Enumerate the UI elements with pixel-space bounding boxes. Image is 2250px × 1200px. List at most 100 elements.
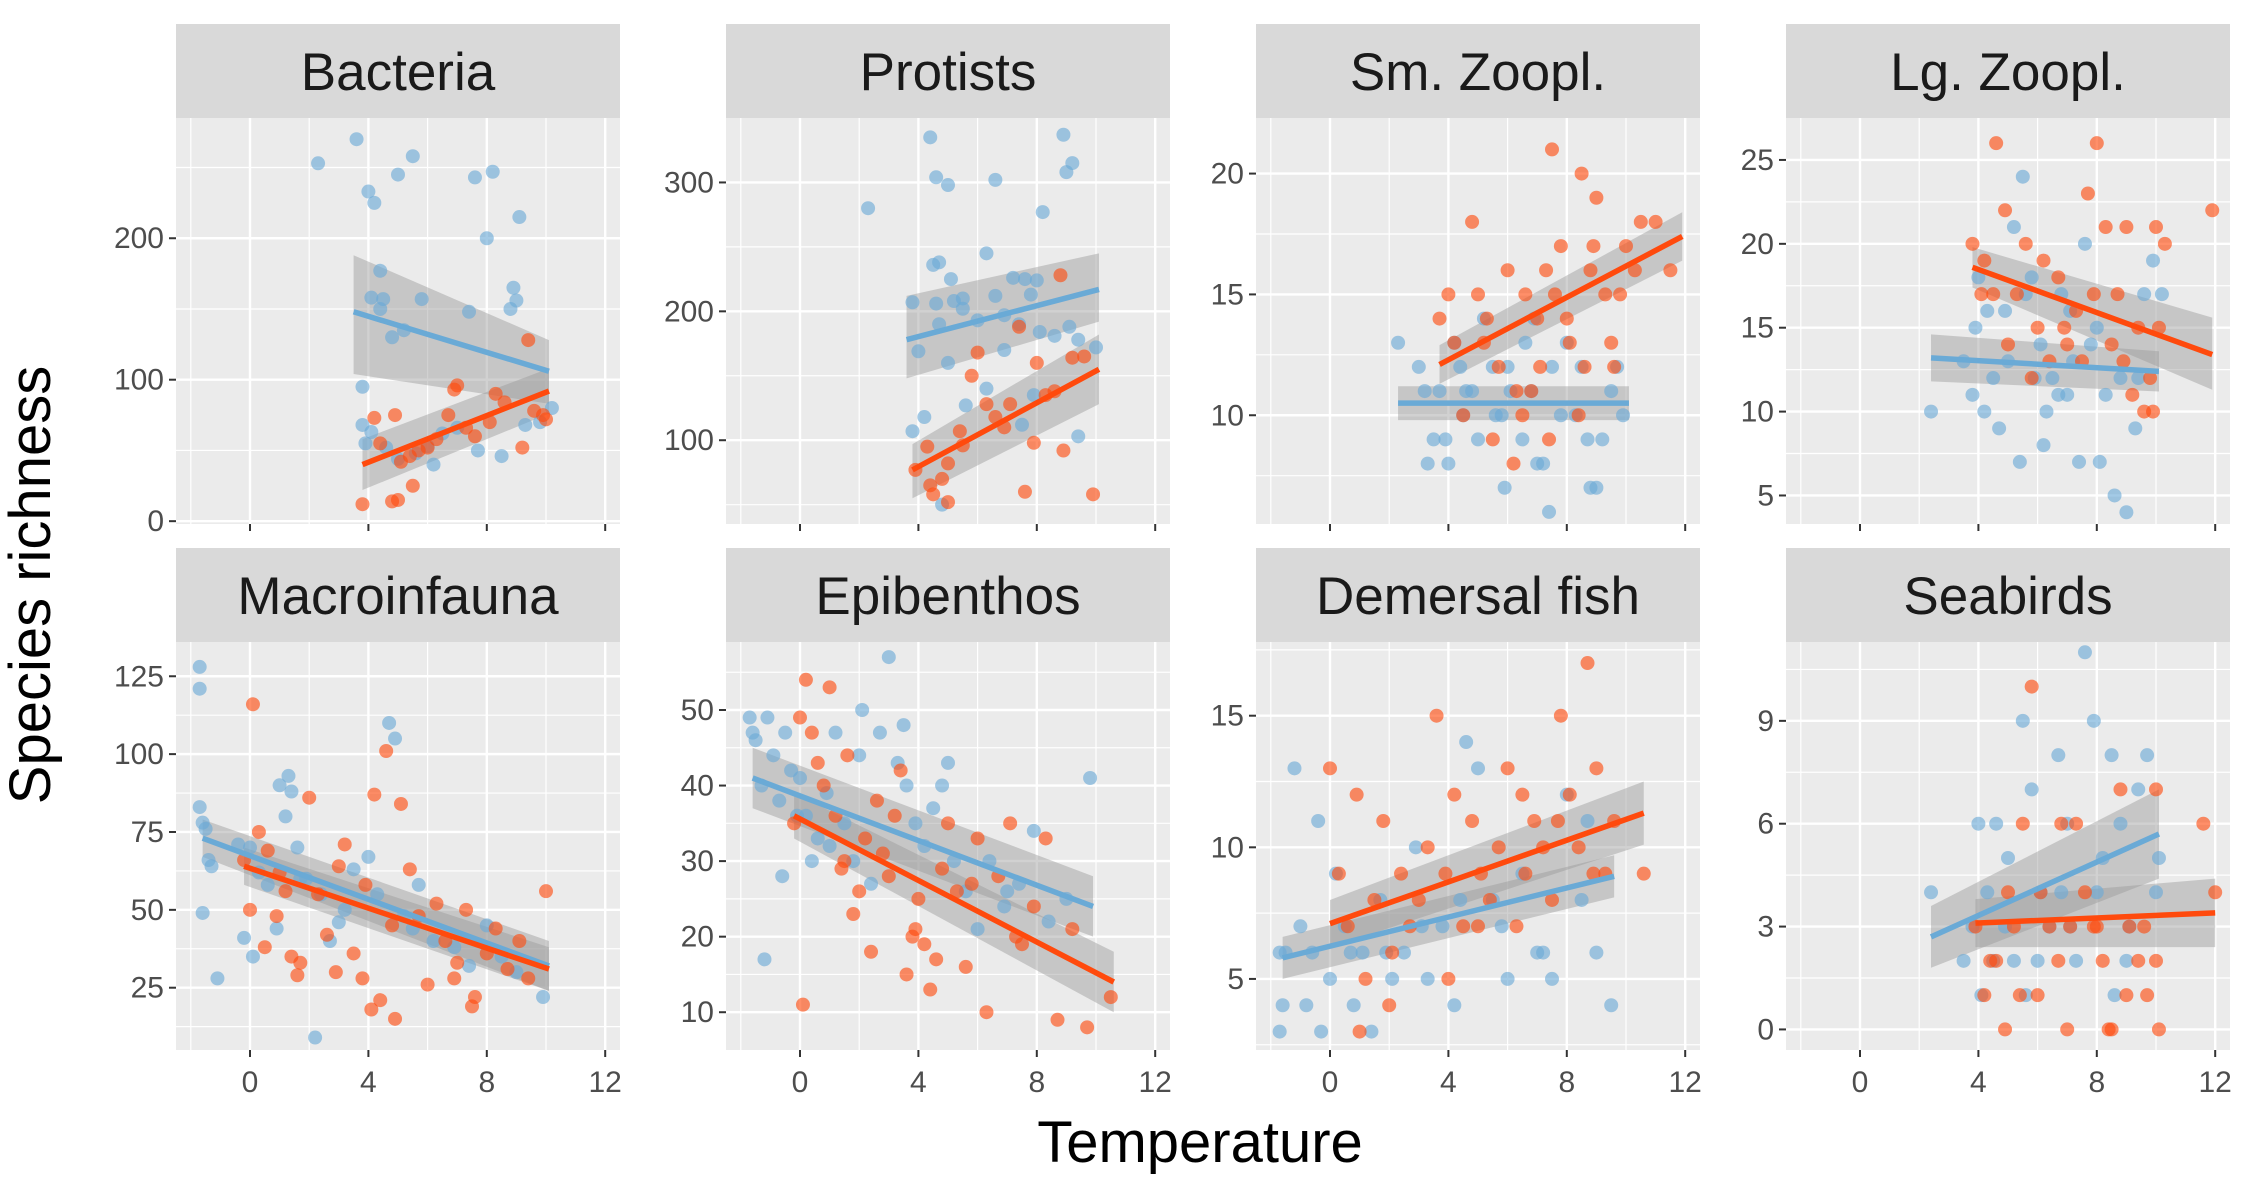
data-point: [402, 862, 417, 877]
data-point: [1346, 998, 1361, 1013]
data-point: [2077, 236, 2092, 251]
y-tick-label: 200: [114, 222, 164, 255]
y-tick-label: 125: [114, 660, 164, 693]
data-point: [979, 397, 994, 412]
data-point: [1065, 922, 1080, 937]
data-point: [237, 930, 252, 945]
data-point: [2119, 505, 2134, 520]
data-point: [932, 255, 947, 270]
data-point: [391, 492, 405, 507]
data-point: [1367, 892, 1382, 907]
data-point: [1015, 417, 1029, 432]
facet-strip: [1786, 24, 2230, 118]
data-point: [1003, 816, 1018, 831]
data-point: [941, 178, 955, 193]
data-point: [1032, 324, 1047, 339]
data-point: [1983, 953, 1998, 968]
data-point: [2015, 169, 2030, 184]
data-point: [1924, 885, 1939, 900]
data-point: [388, 408, 403, 423]
y-tick-label: 10: [1741, 396, 1774, 429]
data-point: [864, 944, 879, 959]
data-point: [855, 703, 870, 717]
data-point: [958, 398, 973, 413]
y-tick-label: 0: [1757, 1013, 1774, 1046]
y-tick-label: 75: [131, 816, 164, 849]
data-point: [1287, 761, 1302, 776]
facet-strip: [1256, 24, 1700, 118]
data-point: [2057, 320, 2072, 335]
data-point: [204, 859, 219, 874]
data-point: [500, 962, 515, 977]
data-point: [1323, 971, 1337, 986]
facet-title: Seabirds: [1903, 567, 2112, 626]
data-point: [462, 304, 477, 319]
data-point: [778, 725, 793, 740]
data-point: [2030, 953, 2045, 968]
data-point: [260, 843, 275, 858]
data-point: [1604, 384, 1619, 399]
data-point: [2149, 220, 2163, 235]
data-point: [2030, 988, 2045, 1003]
data-point: [269, 909, 284, 924]
data-point: [1349, 787, 1364, 802]
data-point: [364, 1002, 379, 1017]
data-point: [2001, 337, 2015, 352]
data-point: [367, 195, 382, 210]
data-point: [447, 382, 462, 397]
data-point: [1293, 919, 1308, 934]
data-point: [1571, 408, 1586, 423]
data-point: [465, 999, 479, 1014]
data-point: [1998, 203, 2013, 218]
data-point: [2107, 488, 2122, 503]
data-point: [2060, 337, 2075, 352]
x-tick-label: 12: [589, 1066, 622, 1099]
data-point: [521, 971, 536, 986]
data-point: [1545, 359, 1559, 374]
data-point: [1500, 971, 1515, 986]
data-point: [760, 710, 775, 725]
data-point: [479, 231, 494, 246]
facet-panel: Sm. Zoopl. 10 15 20: [1211, 24, 1700, 531]
data-point: [2149, 953, 2163, 968]
data-point: [1533, 359, 1548, 374]
data-point: [2039, 404, 2054, 419]
data-point: [1974, 287, 1989, 302]
data-point: [2154, 287, 2169, 302]
data-point: [1340, 919, 1355, 934]
data-point: [2012, 454, 2027, 469]
data-point: [539, 412, 553, 427]
data-point: [1275, 998, 1290, 1013]
data-point: [1542, 504, 1557, 519]
data-point: [2149, 885, 2163, 900]
data-point: [441, 408, 456, 423]
data-point: [1583, 480, 1598, 495]
data-point: [988, 288, 1003, 303]
data-point: [2119, 953, 2134, 968]
data-point: [941, 456, 955, 471]
confidence-band: [794, 793, 1114, 1013]
data-point: [1411, 359, 1426, 374]
data-point: [1420, 840, 1435, 855]
data-point: [331, 915, 346, 930]
data-point: [1586, 239, 1601, 254]
data-point: [1441, 456, 1456, 471]
data-point: [385, 330, 400, 345]
data-point: [1050, 1012, 1065, 1027]
data-point: [210, 971, 225, 986]
data-point: [2113, 816, 2128, 831]
data-point: [2030, 320, 2045, 335]
data-point: [1515, 408, 1530, 423]
data-point: [1026, 899, 1041, 914]
data-point: [319, 927, 334, 942]
regression-line: [1929, 831, 2161, 940]
data-point: [1956, 953, 1971, 968]
data-point: [1441, 971, 1456, 986]
data-point: [1518, 287, 1533, 302]
data-point: [370, 887, 385, 902]
data-point: [1071, 332, 1086, 347]
data-point: [1663, 263, 1678, 278]
facet-strip: [176, 548, 620, 642]
data-point: [810, 831, 825, 846]
data-point: [887, 808, 902, 823]
